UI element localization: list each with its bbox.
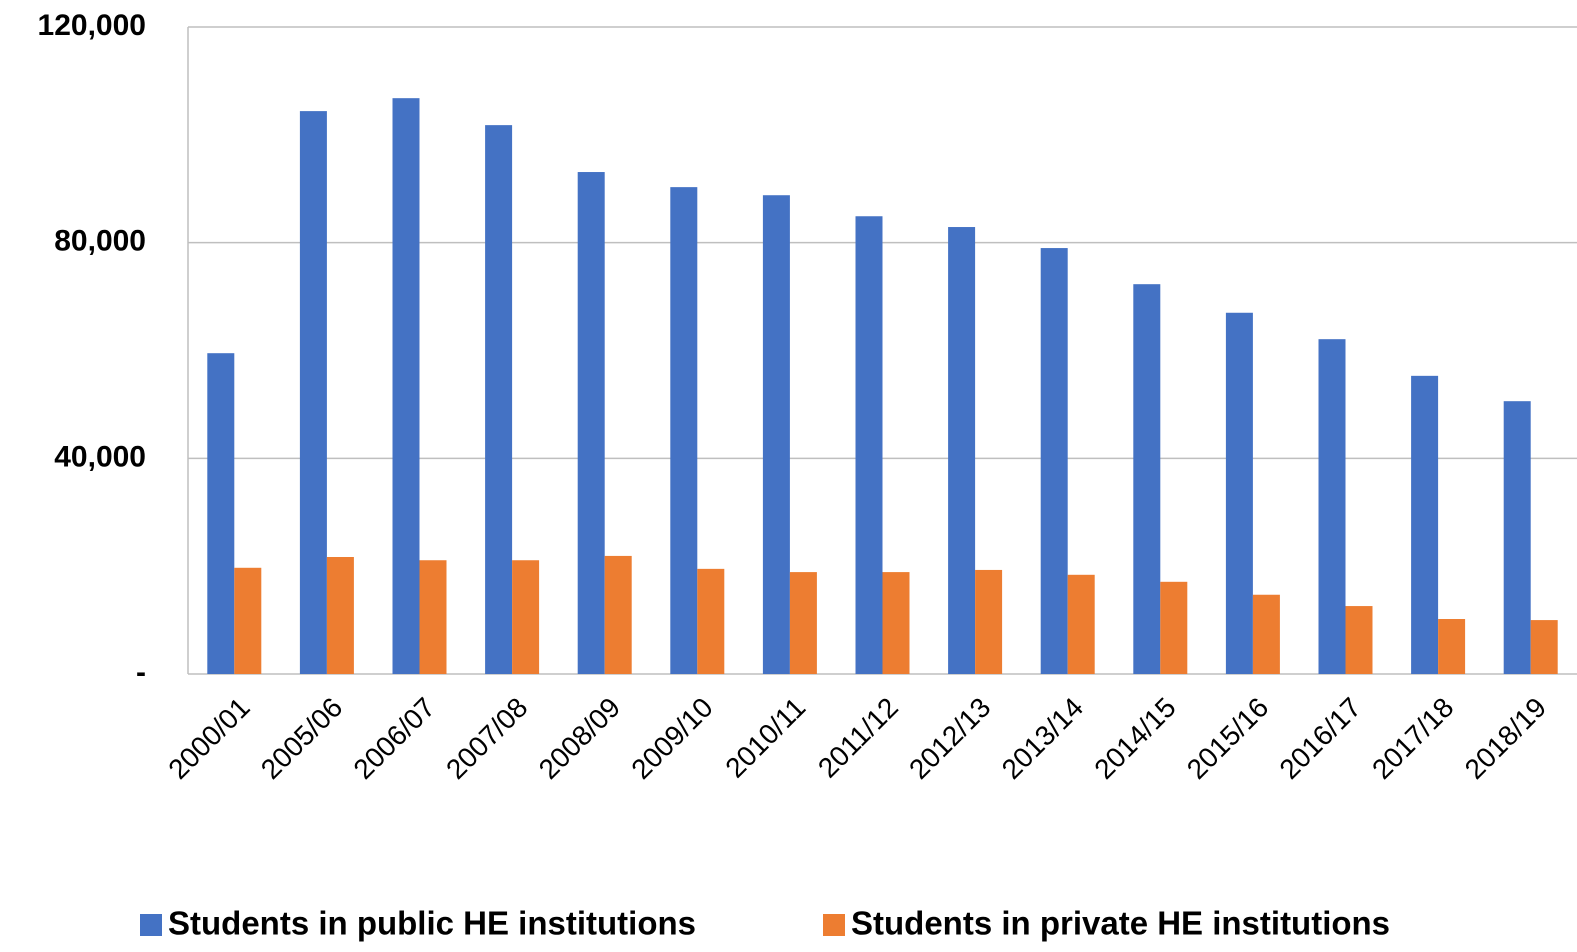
bar — [1040, 248, 1068, 674]
x-tick-label: 2018/19 — [1459, 692, 1552, 785]
y-tick-label: 40,000 — [54, 440, 146, 473]
bar — [1345, 606, 1373, 674]
x-tick-label: 2005/06 — [255, 692, 348, 785]
bar — [207, 353, 235, 674]
x-tick-label: 2010/11 — [719, 692, 811, 784]
bar — [392, 98, 420, 675]
bar — [762, 195, 790, 674]
bar — [234, 567, 262, 674]
bar — [1530, 620, 1558, 674]
bar — [1133, 284, 1161, 674]
bar — [697, 568, 725, 674]
bar — [1503, 401, 1531, 674]
legend-label: Students in private HE institutions — [851, 905, 1390, 942]
bar — [1160, 581, 1188, 674]
bar — [1252, 594, 1280, 674]
y-tick-label: 120,000 — [38, 9, 146, 42]
bar — [485, 125, 513, 674]
x-tick-label: 2016/17 — [1273, 692, 1366, 785]
bar — [512, 560, 540, 674]
x-tick-label: 2013/14 — [996, 692, 1089, 785]
bar — [419, 560, 447, 674]
bar — [326, 557, 354, 674]
legend-label: Students in public HE institutions — [168, 905, 696, 942]
x-tick-label: 2000/01 — [162, 692, 255, 785]
bar — [948, 227, 976, 675]
bar — [789, 572, 817, 674]
legend-swatch — [823, 914, 845, 936]
x-tick-label: 2017/18 — [1366, 692, 1459, 785]
bar — [975, 569, 1003, 674]
bar — [1067, 574, 1095, 674]
x-tick-label: 2012/13 — [903, 692, 996, 785]
x-tick-label: 2009/10 — [625, 692, 718, 785]
x-tick-label: 2014/15 — [1088, 692, 1181, 785]
x-tick-label: 2006/07 — [347, 692, 440, 785]
bar — [1411, 375, 1439, 674]
bar — [855, 216, 883, 674]
x-tick-label: 2007/08 — [440, 692, 533, 785]
x-tick-label: 2011/12 — [812, 692, 904, 784]
y-tick-label: - — [136, 656, 146, 689]
bar — [577, 172, 605, 674]
bar — [882, 572, 910, 674]
bar — [604, 555, 632, 674]
x-tick-label: 2015/16 — [1181, 692, 1274, 785]
y-tick-label: 80,000 — [54, 225, 146, 258]
bar — [299, 111, 327, 675]
bar — [1438, 619, 1466, 674]
bar — [670, 187, 698, 674]
legend-swatch — [140, 914, 162, 936]
x-tick-label: 2008/09 — [533, 692, 626, 785]
bar — [1318, 339, 1346, 674]
bar — [1225, 312, 1253, 674]
